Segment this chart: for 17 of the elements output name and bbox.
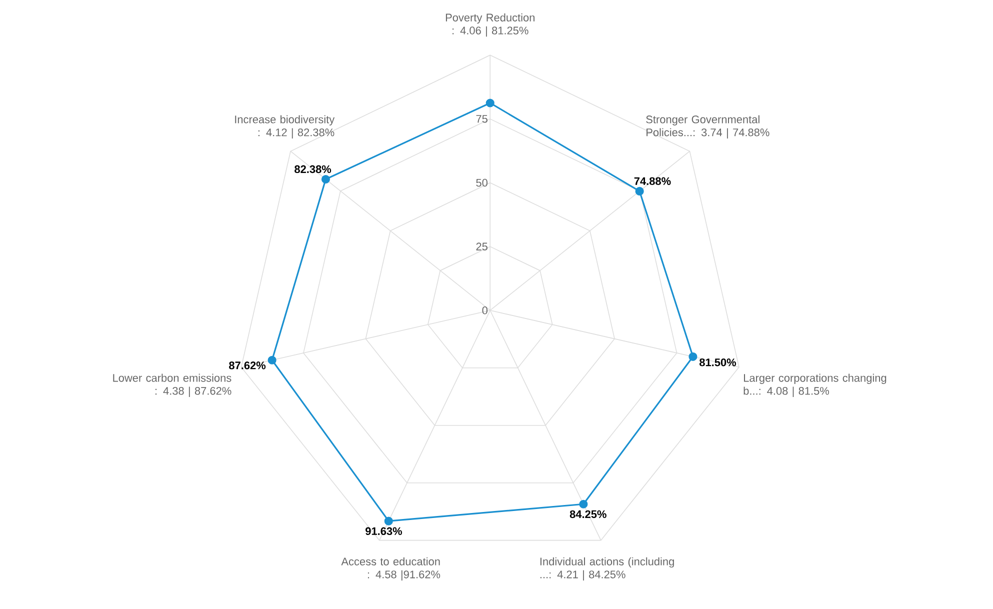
y-tick-label: 0 bbox=[482, 306, 488, 314]
spoke-label: Access to education : 4.58 |91.62% bbox=[341, 557, 440, 581]
spoke-label: Individual actions (including ...: 4.21 | 84.25% bbox=[540, 557, 674, 581]
y-tick-label: 25 bbox=[476, 242, 488, 250]
spoke-label: Stronger Governmental Policies...: 3.74 | 74.88% bbox=[646, 115, 770, 138]
y-tick-label: 75 bbox=[476, 115, 488, 123]
spoke-label: Larger corporations changing b...: 4.08 | 81.5% bbox=[744, 374, 886, 397]
data-label: 81.50% bbox=[700, 358, 736, 366]
data-label: 87.62% bbox=[229, 362, 266, 370]
spoke-label: Poverty Reduction : 4.06 | 81.25% bbox=[446, 13, 534, 37]
spoke-label: Increase biodiversity : 4.12 | 82.38% bbox=[235, 115, 335, 138]
data-label: 91.63% bbox=[366, 527, 402, 536]
data-label: 74.88% bbox=[634, 177, 671, 186]
spoke-label: Lower carbon emissions : 4.38 | 87.62% bbox=[113, 374, 232, 397]
y-tick-label: 50 bbox=[476, 178, 488, 187]
data-label: 82.38% bbox=[294, 165, 332, 174]
data-label: 84.25% bbox=[570, 510, 606, 518]
